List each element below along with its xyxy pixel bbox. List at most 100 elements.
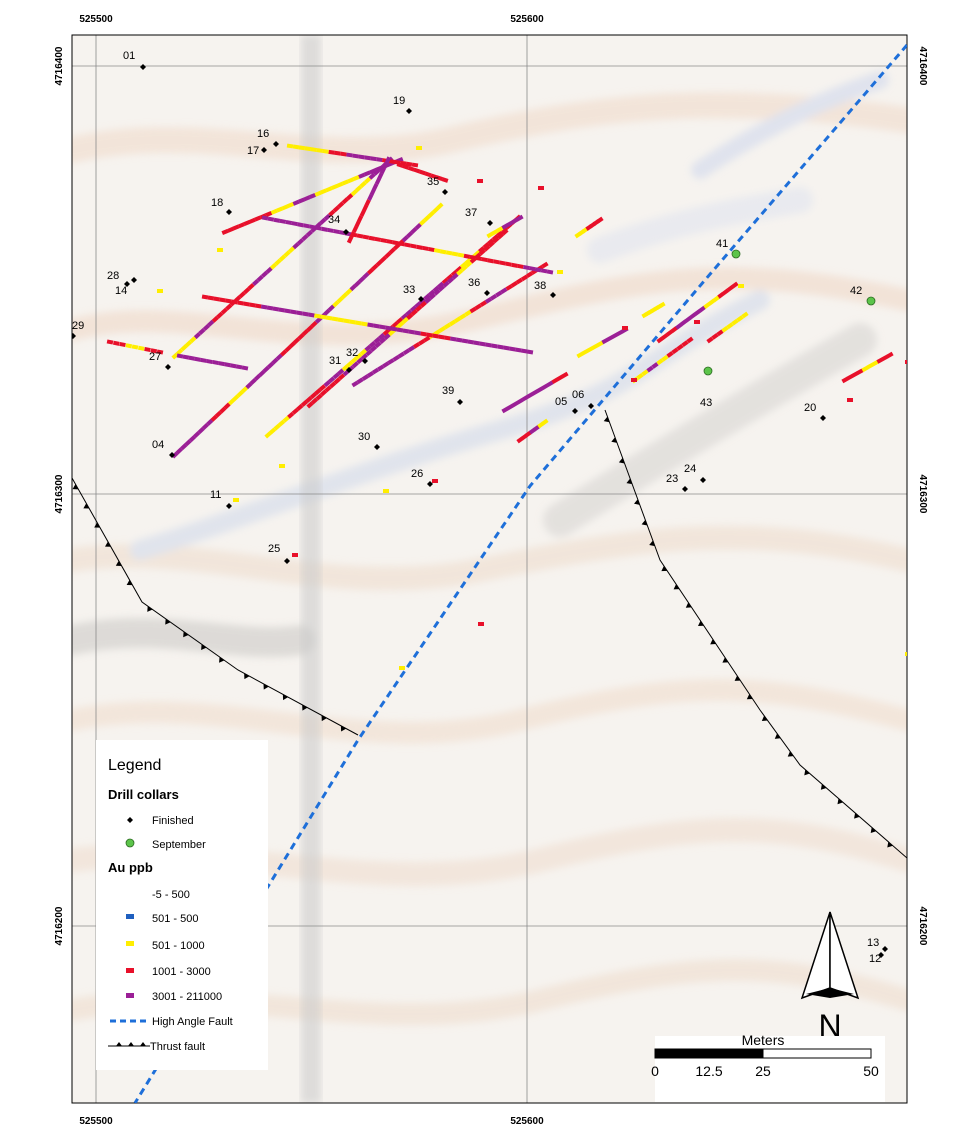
assay-interval bbox=[334, 150, 341, 156]
assay-interval bbox=[421, 245, 429, 251]
assay-interval bbox=[377, 172, 384, 180]
assay-interval bbox=[357, 215, 364, 223]
assay-interval bbox=[432, 206, 440, 214]
scale-bar-white-segment bbox=[762, 1048, 872, 1059]
assay-interval bbox=[369, 168, 377, 175]
y-tick-right-4716300: 4716300 bbox=[917, 475, 928, 514]
assay-interval bbox=[591, 343, 599, 350]
assay-interval bbox=[337, 317, 345, 323]
assay-interval bbox=[197, 426, 205, 435]
assay-interval bbox=[474, 303, 482, 311]
assay-interval bbox=[460, 264, 468, 272]
assay-interval bbox=[861, 365, 869, 373]
assay-interval bbox=[273, 217, 281, 223]
assay-interval bbox=[362, 234, 370, 240]
assay-interval bbox=[631, 378, 637, 382]
assay-interval bbox=[841, 376, 849, 384]
collar-06: 06 bbox=[572, 389, 594, 409]
north-arrow: N bbox=[800, 911, 860, 1044]
assay-interval bbox=[546, 380, 554, 388]
svg-text:16: 16 bbox=[257, 128, 269, 140]
assay-interval bbox=[506, 220, 514, 227]
assay-interval bbox=[256, 274, 264, 282]
assay-interval bbox=[171, 352, 179, 360]
assay-interval bbox=[329, 381, 337, 389]
assay-interval bbox=[501, 223, 509, 230]
assay-interval bbox=[491, 228, 499, 236]
assay-interval bbox=[243, 301, 250, 307]
assay-interval bbox=[534, 267, 542, 273]
assay-interval bbox=[371, 367, 380, 375]
x-tick-bottom-525500: 525500 bbox=[79, 1116, 113, 1127]
assay-interval bbox=[716, 329, 724, 337]
assay-interval bbox=[726, 285, 734, 292]
assay-interval bbox=[360, 353, 368, 361]
svg-text:05: 05 bbox=[555, 396, 567, 408]
assay-interval bbox=[382, 328, 390, 336]
assay-interval bbox=[477, 179, 483, 183]
assay-interval bbox=[232, 224, 240, 231]
assay-interval bbox=[384, 251, 392, 259]
thrust-fault-teeth bbox=[72, 416, 893, 848]
thrust-tooth bbox=[94, 522, 101, 528]
drill-collars: 01 19 16 17 35 18 34 37 28 14 33 36 38 2… bbox=[72, 50, 888, 965]
svg-text:38: 38 bbox=[534, 280, 546, 292]
assay-interval bbox=[279, 218, 287, 224]
legend-au-heading: Au ppb bbox=[108, 860, 153, 875]
assay-interval bbox=[506, 403, 514, 411]
assay-interval bbox=[482, 242, 490, 250]
assay-interval bbox=[423, 214, 431, 222]
assay-interval bbox=[231, 299, 238, 305]
assay-interval bbox=[367, 193, 374, 201]
assay-interval bbox=[461, 338, 469, 344]
collar-27: 27 bbox=[149, 351, 171, 370]
assay-interval bbox=[301, 328, 309, 337]
thrust-tooth bbox=[634, 499, 640, 505]
assay-interval bbox=[489, 293, 498, 301]
thrust-tooth bbox=[673, 584, 680, 590]
assay-interval bbox=[459, 261, 468, 269]
assay-interval bbox=[450, 269, 458, 277]
assay-interval bbox=[332, 228, 340, 235]
high-angle-fault-line bbox=[133, 44, 907, 1103]
svg-text:11: 11 bbox=[210, 489, 221, 501]
assay-interval bbox=[369, 345, 378, 353]
assay-interval bbox=[366, 371, 375, 378]
thrust-tooth bbox=[870, 827, 877, 834]
assay-interval bbox=[287, 202, 295, 208]
assay-interval bbox=[416, 244, 423, 250]
assay-interval bbox=[188, 355, 196, 361]
assay-interval bbox=[418, 338, 426, 346]
assay-interval bbox=[211, 315, 219, 323]
legend-grade-5-label: 3001 - 211000 bbox=[152, 991, 222, 1003]
assay-interval bbox=[156, 349, 164, 355]
assay-interval bbox=[387, 358, 395, 365]
assay-interval bbox=[370, 156, 377, 162]
collar-42: 42 bbox=[850, 285, 876, 306]
collar-13: 13 bbox=[867, 937, 888, 952]
assay-interval bbox=[464, 309, 472, 317]
assay-interval bbox=[661, 333, 669, 340]
assay-interval bbox=[407, 345, 416, 352]
assay-interval bbox=[214, 410, 222, 418]
svg-text:42: 42 bbox=[850, 285, 862, 297]
assay-interval bbox=[432, 333, 439, 339]
legend-finished-symbol bbox=[127, 817, 133, 823]
assay-interval bbox=[189, 336, 197, 344]
assay-interval bbox=[419, 218, 427, 226]
assay-interval bbox=[418, 297, 427, 305]
assay-interval bbox=[278, 254, 287, 262]
svg-text:14: 14 bbox=[115, 285, 127, 297]
assay-interval bbox=[359, 181, 367, 188]
assay-interval bbox=[616, 329, 624, 337]
thrust-tooth bbox=[734, 675, 741, 681]
assay-interval bbox=[213, 296, 221, 302]
assay-interval bbox=[364, 176, 372, 184]
assay-interval bbox=[383, 489, 389, 493]
collar-43: 43 bbox=[700, 366, 713, 409]
assay-interval bbox=[379, 324, 386, 330]
assay-interval bbox=[510, 281, 518, 288]
assay-interval bbox=[180, 344, 188, 352]
assay-interval bbox=[137, 345, 145, 351]
collar-23: 23 bbox=[666, 473, 688, 492]
